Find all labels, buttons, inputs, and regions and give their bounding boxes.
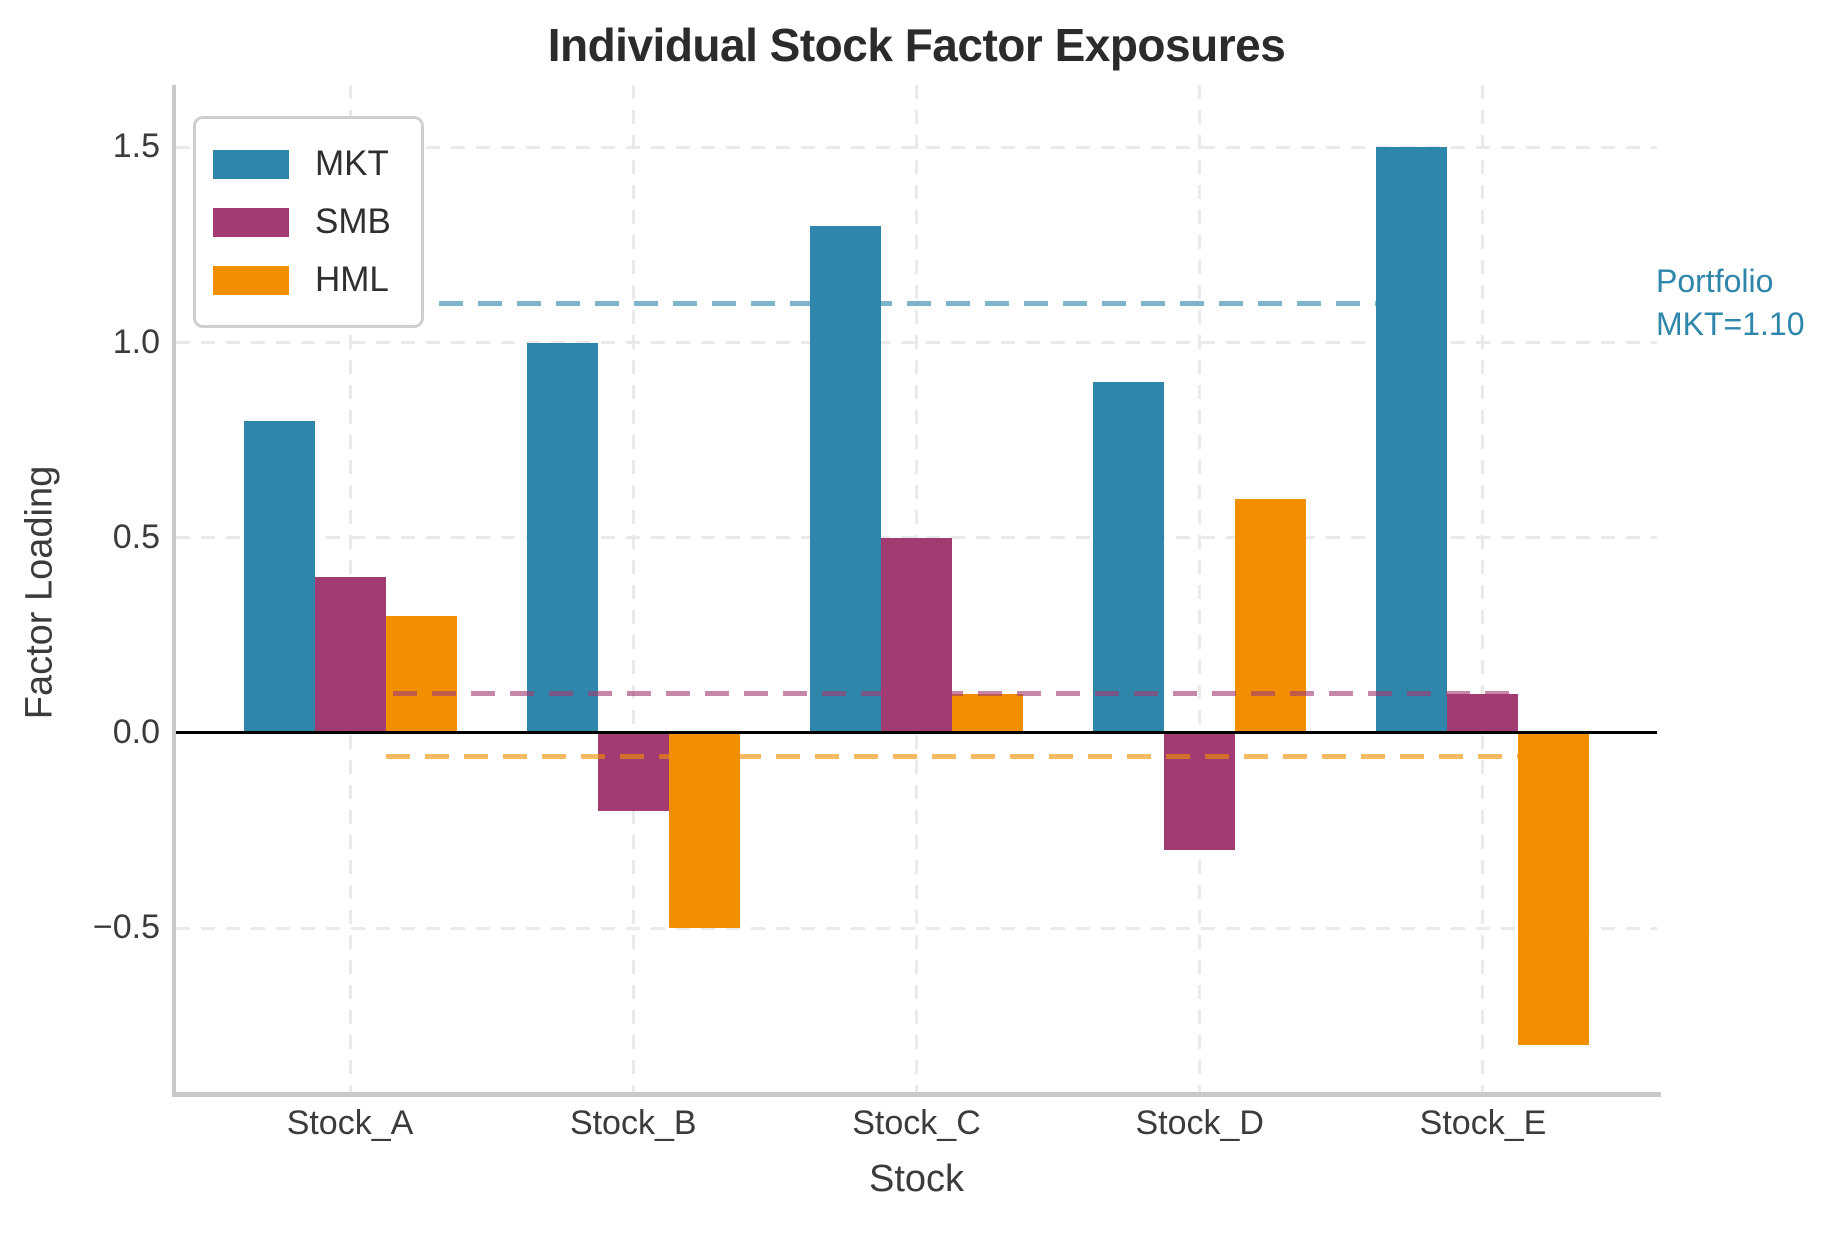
x-tick-stock_c: Stock_C — [852, 1104, 981, 1142]
portfolio-annotation-line-1: Portfolio — [1656, 263, 1774, 299]
bar-hml-stock_c — [952, 693, 1023, 733]
legend-swatch-hml — [213, 265, 289, 295]
plot-area — [176, 85, 1657, 1092]
legend-swatch-smb — [213, 207, 289, 237]
legend-swatch-mkt — [213, 149, 289, 179]
zero-line — [176, 731, 1657, 735]
bar-hml-stock_b — [668, 732, 740, 929]
x-tick-stock_e: Stock_E — [1419, 1104, 1547, 1142]
chart-title: Individual Stock Factor Exposures — [547, 19, 1286, 71]
portfolio-line-mkt — [243, 301, 1448, 307]
bar-smb-stock_e — [1447, 693, 1519, 733]
bar-smb-stock_c — [881, 537, 952, 733]
v-gridline-stock_e — [1481, 85, 1485, 1092]
bar-hml-stock_d — [1235, 498, 1307, 733]
bar-mkt-stock_c — [810, 225, 881, 733]
bar-smb-stock_b — [597, 732, 669, 811]
portfolio-line-hml — [385, 753, 1590, 759]
portfolio-line-smb — [314, 691, 1519, 697]
portfolio-annotation-line-2: MKT=1.10 — [1656, 306, 1805, 342]
bottom-axis-spine — [172, 1092, 1661, 1097]
legend-label-mkt: MKT — [315, 144, 389, 183]
y-tick-0.5: 0.5 — [112, 517, 160, 556]
bar-mkt-stock_d — [1093, 381, 1165, 733]
bar-hml-stock_e — [1518, 732, 1590, 1046]
legend: MKT SMB HML — [193, 116, 424, 328]
y-tick-−0.5: −0.5 — [92, 908, 160, 947]
bar-mkt-stock_b — [526, 342, 598, 733]
y-tick-0.0: 0.0 — [112, 712, 160, 751]
legend-item-smb: SMB — [213, 193, 391, 251]
legend-label-smb: SMB — [315, 202, 391, 241]
bar-smb-stock_a — [314, 576, 386, 733]
bar-mkt-stock_e — [1376, 147, 1448, 733]
bar-hml-stock_a — [385, 615, 457, 733]
legend-label-hml: HML — [315, 260, 389, 299]
y-tick-1.0: 1.0 — [112, 322, 160, 361]
bar-smb-stock_d — [1164, 732, 1236, 850]
legend-item-hml: HML — [213, 251, 391, 309]
x-tick-stock_d: Stock_D — [1135, 1104, 1264, 1142]
x-axis-title: Stock — [868, 1158, 965, 1200]
portfolio-annotation: Portfolio MKT=1.10 — [1656, 260, 1805, 346]
v-gridline-stock_d — [1198, 85, 1202, 1092]
v-gridline-stock_b — [631, 85, 635, 1092]
legend-item-mkt: MKT — [213, 135, 391, 193]
left-axis-spine — [172, 85, 176, 1096]
x-tick-stock_b: Stock_B — [569, 1104, 697, 1142]
y-tick-1.5: 1.5 — [112, 127, 160, 166]
y-axis-title: Factor Loading — [18, 465, 61, 720]
x-tick-stock_a: Stock_A — [286, 1104, 414, 1142]
bar-mkt-stock_a — [243, 420, 315, 733]
